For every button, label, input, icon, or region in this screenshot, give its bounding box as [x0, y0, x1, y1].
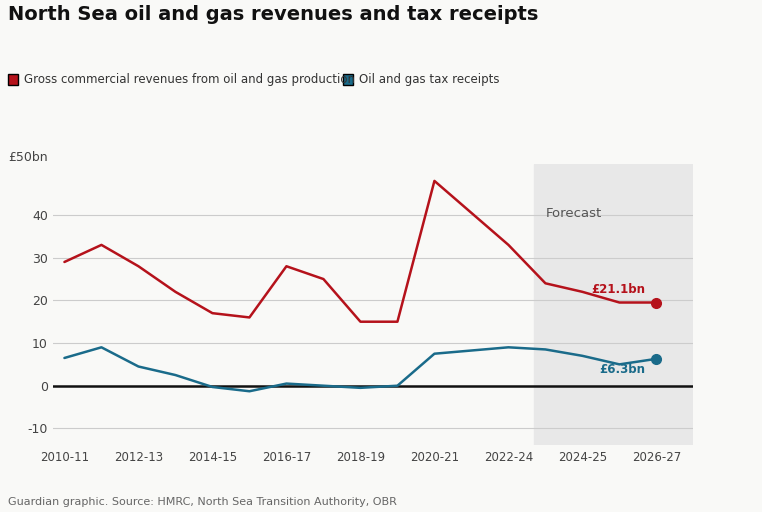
Bar — [534, 164, 693, 445]
Text: North Sea oil and gas revenues and tax receipts: North Sea oil and gas revenues and tax r… — [8, 5, 538, 24]
Text: Guardian graphic. Source: HMRC, North Sea Transition Authority, OBR: Guardian graphic. Source: HMRC, North Se… — [8, 497, 396, 507]
Text: Oil and gas tax receipts: Oil and gas tax receipts — [359, 73, 499, 86]
Text: Gross commercial revenues from oil and gas production: Gross commercial revenues from oil and g… — [24, 73, 354, 86]
Text: £21.1bn: £21.1bn — [591, 283, 645, 296]
Text: Forecast: Forecast — [546, 206, 602, 220]
Text: £6.3bn: £6.3bn — [600, 363, 645, 376]
Text: £50bn: £50bn — [8, 151, 48, 164]
